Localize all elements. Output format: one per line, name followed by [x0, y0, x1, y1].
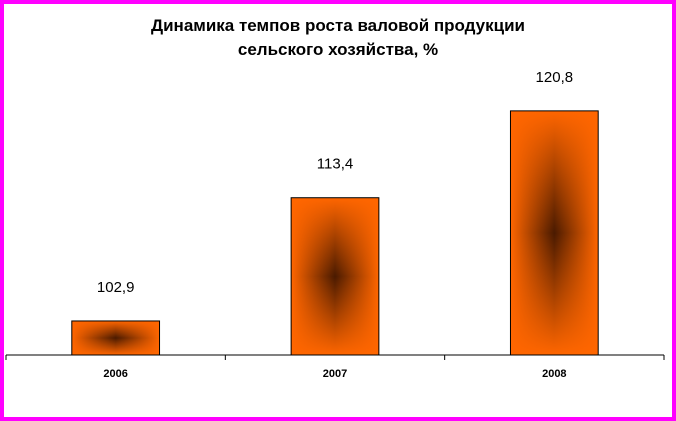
- bar-2006-shade-y: [71, 320, 160, 355]
- data-label-2007: 113,4: [317, 156, 353, 173]
- bar-2007-shade-y: [291, 197, 379, 355]
- chart-title-line-1: Динамика темпов роста валовой продукции: [150, 16, 525, 35]
- bar-2008: [509, 110, 599, 356]
- chart-title: Динамика темпов роста валовой продукции …: [0, 14, 676, 62]
- x-tick-label-2007: 2007: [323, 368, 347, 380]
- bar-2008-shade-y: [510, 110, 599, 355]
- data-label-2008: 120,8: [536, 69, 574, 86]
- bar-2006: [71, 320, 161, 356]
- data-label-2006: 102,9: [97, 279, 135, 296]
- x-tick-label-2006: 2006: [103, 368, 127, 380]
- x-tick-label-2008: 2008: [542, 368, 566, 380]
- bar-2007: [290, 197, 380, 356]
- chart-title-line-2: сельского хозяйства, %: [237, 40, 439, 59]
